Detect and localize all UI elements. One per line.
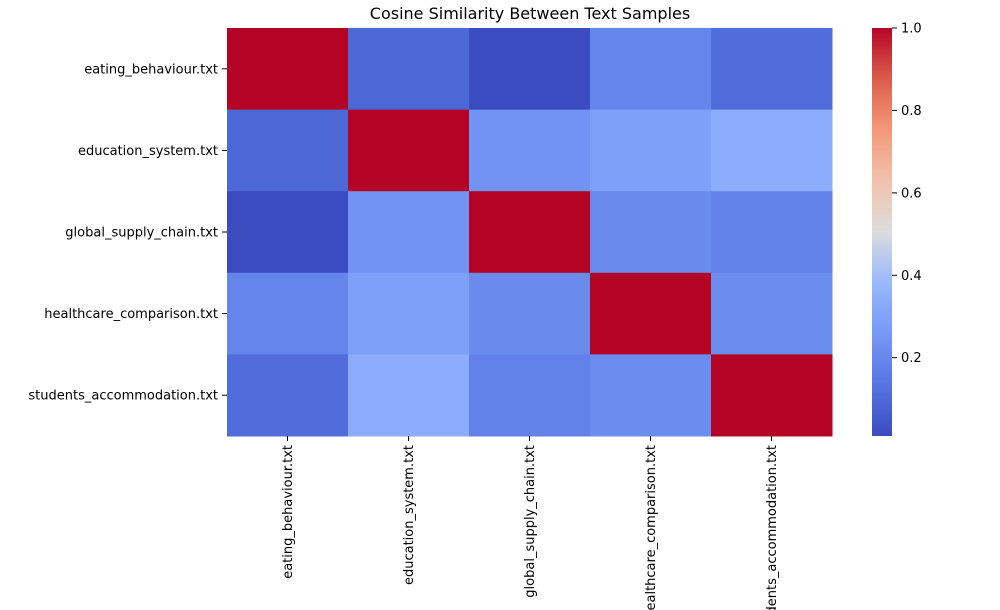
colorbar-ticks: 0.2 0.4 0.6 0.8 1.0 (892, 22, 922, 366)
row-labels: eating_behaviour.txt education_system.txt… (28, 62, 227, 404)
row-label: eating_behaviour.txt (84, 62, 218, 77)
row-label: students_accommodation.txt (28, 389, 218, 404)
heatmap-cell (469, 28, 591, 111)
colorbar-tick-label: 0.2 (901, 351, 922, 366)
row-label: healthcare_comparison.txt (44, 307, 218, 322)
heatmap-cell (590, 28, 712, 111)
heatmap-cell (711, 28, 833, 111)
heatmap-cell (348, 109, 470, 192)
heatmap-cell (711, 109, 833, 192)
heatmap-cell (227, 272, 349, 355)
heatmap-cell (711, 354, 833, 437)
column-labels: eating_behaviour.txt education_system.txt… (281, 436, 780, 610)
heatmap-cell (469, 272, 591, 355)
heatmap-cells (227, 28, 833, 437)
heatmap-cell (348, 354, 470, 437)
colorbar-tick-label: 0.4 (901, 269, 922, 284)
column-label: global_supply_chain.txt (523, 445, 538, 598)
heatmap-cell (227, 28, 349, 111)
heatmap-cell (469, 354, 591, 437)
heatmap-cell (227, 191, 349, 274)
heatmap-cell (348, 272, 470, 355)
column-label: students_accommodation.txt (765, 445, 780, 610)
heatmap-cell (711, 191, 833, 274)
column-label: education_system.txt (402, 445, 417, 585)
heatmap-cell (469, 109, 591, 192)
heatmap-cell (348, 28, 470, 111)
column-label: healthcare_comparison.txt (644, 445, 659, 610)
heatmap-cell (590, 354, 712, 437)
heatmap-cell (590, 109, 712, 192)
heatmap-cell (469, 191, 591, 274)
chart-title: Cosine Similarity Between Text Samples (369, 4, 691, 23)
heatmap-cell (227, 354, 349, 437)
heatmap-cell (348, 191, 470, 274)
colorbar (872, 28, 892, 436)
heatmap-cell (590, 272, 712, 355)
colorbar-tick-label: 0.8 (901, 104, 922, 119)
heatmap-cell (227, 109, 349, 192)
colorbar-tick-label: 1.0 (901, 22, 922, 37)
row-label: global_supply_chain.txt (65, 226, 218, 241)
colorbar-tick-label: 0.6 (901, 186, 922, 201)
row-label: education_system.txt (78, 144, 218, 159)
heatmap-cell (590, 191, 712, 274)
heatmap-cell (711, 272, 833, 355)
column-label: eating_behaviour.txt (281, 445, 296, 579)
